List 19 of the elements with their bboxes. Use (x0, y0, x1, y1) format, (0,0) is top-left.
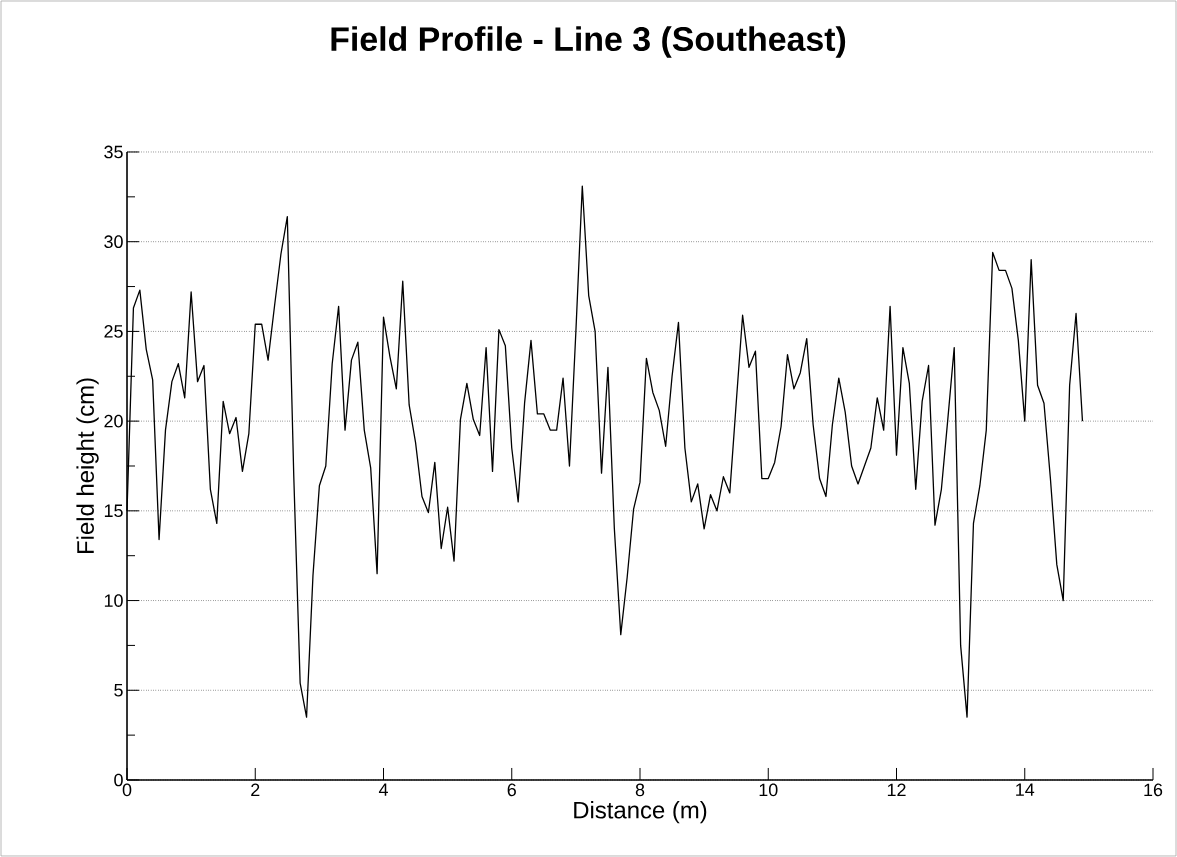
x-tick-label: 14 (1016, 783, 1035, 796)
x-tick-label: 2 (251, 783, 260, 797)
y-tick-label: 30 (104, 235, 123, 249)
y-tick-label: 25 (104, 325, 123, 338)
x-tick-label: 12 (887, 783, 906, 797)
x-tick-label: 8 (635, 783, 645, 797)
x-tick-label: 16 (1144, 783, 1163, 797)
y-tick-label: 5 (114, 684, 123, 697)
y-tick-label: 20 (104, 414, 123, 428)
y-axis-title: Field height (cm) (76, 378, 99, 554)
y-tick-label: 35 (104, 145, 123, 159)
y-tick-label: 0 (114, 773, 123, 787)
x-tick-label: 6 (507, 783, 516, 797)
x-axis-title: Distance (m) (574, 801, 707, 824)
x-tick-label: 10 (759, 783, 778, 797)
x-tick-label: 4 (378, 783, 388, 796)
y-tick-label: 15 (104, 504, 123, 518)
chart-title: Field Profile - Line 3 (Southeast) (331, 26, 846, 58)
y-tick-label: 10 (104, 594, 123, 607)
